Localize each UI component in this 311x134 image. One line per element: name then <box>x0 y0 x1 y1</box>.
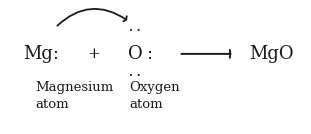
Text: MgO: MgO <box>249 45 293 63</box>
Text: Magnesium
atom: Magnesium atom <box>35 81 114 111</box>
Text: Oxygen
atom: Oxygen atom <box>129 81 180 111</box>
Text: · ·: · · <box>129 25 140 36</box>
Text: Mg:: Mg: <box>23 45 59 63</box>
Text: :: : <box>146 45 152 63</box>
Text: · ·: · · <box>129 70 140 81</box>
Text: O: O <box>128 45 143 63</box>
Text: +: + <box>87 47 100 61</box>
